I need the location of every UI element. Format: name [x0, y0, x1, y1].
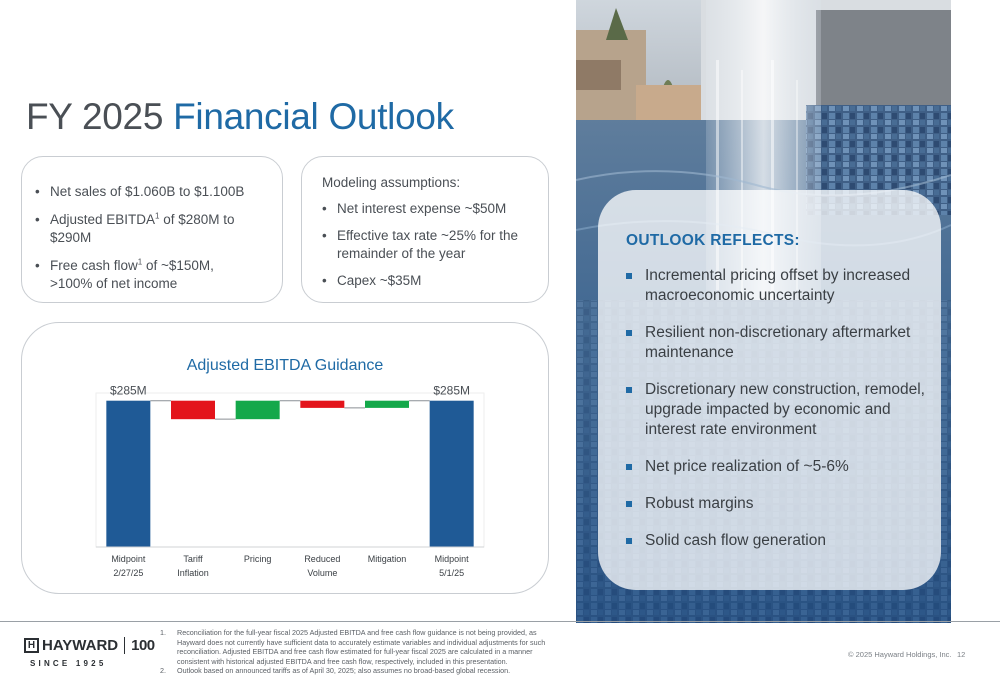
outlook-list: Incremental pricing offset by increased …: [626, 266, 926, 568]
footnote: 2. Outlook based on announced tariffs as…: [160, 666, 560, 676]
outlook-item: Robust margins: [626, 494, 926, 514]
logo-100-mark: 100: [124, 637, 155, 654]
outlook-item: Solid cash flow generation: [626, 531, 926, 551]
waterfall-bar-decrease: [171, 400, 215, 420]
logo-wordmark: H HAYWARD 100: [24, 637, 155, 654]
modeling-list: Net interest expense ~$50M Effective tax…: [322, 200, 537, 299]
guidance-card: Net sales of $1.060B to $1.100B Adjusted…: [21, 156, 283, 303]
category-label: 2/27/25: [113, 568, 143, 578]
footnote-text: Outlook based on announced tariffs as of…: [177, 666, 511, 676]
guidance-item-fcf: Free cash flow1 of ~$150M, >100% of net i…: [35, 257, 275, 293]
waterfall-bar-increase: [235, 400, 280, 420]
category-label: Midpoint: [435, 554, 470, 564]
data-label: $285M: [110, 384, 147, 398]
data-label: $285M: [433, 384, 470, 398]
chart-card: Adjusted EBITDA Guidance $285M Midpoint 2/…: [21, 322, 549, 594]
guidance-item-net-sales: Net sales of $1.060B to $1.100B: [35, 183, 275, 201]
ebitda-waterfall-chart: $285M Midpoint 2/27/25 Tariff Inflation Prici…: [95, 384, 485, 578]
guidance-item-text: Adjusted EBITDA: [50, 212, 156, 227]
modeling-card: Modeling assumptions: Net interest expen…: [301, 156, 549, 303]
waterfall-bar-decrease: [300, 400, 345, 408]
outlook-heading: OUTLOOK REFLECTS:: [626, 232, 800, 249]
outlook-item: Resilient non-discretionary aftermarket …: [626, 323, 926, 363]
outlook-item: Net price realization of ~5-6%: [626, 457, 926, 477]
guidance-item-text: >100% of net income: [50, 276, 178, 291]
guidance-item-text: of $280M to $290M: [50, 212, 235, 245]
footnote: 1. Reconciliation for the full-year fisc…: [160, 628, 560, 666]
plot-area: [95, 392, 485, 548]
footnote-text: Reconciliation for the full-year fiscal …: [177, 628, 546, 666]
footnote-number: 2.: [160, 666, 166, 676]
category-label: 5/1/25: [439, 568, 464, 578]
guidance-list: Net sales of $1.060B to $1.100B Adjusted…: [35, 183, 275, 303]
outlook-panel: OUTLOOK REFLECTS: Incremental pricing of…: [598, 190, 941, 590]
copyright: © 2025 Hayward Holdings, Inc.: [848, 650, 952, 659]
page-number: 12: [957, 650, 966, 659]
title-emphasis: Financial Outlook: [173, 96, 454, 137]
modeling-item: Capex ~$35M: [322, 272, 537, 290]
hayward-logo: H HAYWARD 100 SINCE 1925: [24, 637, 155, 668]
guidance-item-text: Free cash flow: [50, 258, 138, 273]
logo-since: SINCE 1925: [30, 659, 107, 668]
title-prefix: FY 2025: [26, 96, 164, 137]
outlook-item: Incremental pricing offset by increased …: [626, 266, 926, 306]
logo-name: HAYWARD: [42, 637, 119, 654]
footnote-number: 1.: [160, 628, 166, 637]
modeling-item: Net interest expense ~$50M: [322, 200, 537, 218]
waterfall-bar-total: [106, 400, 151, 547]
category-label: Tariff: [183, 554, 203, 564]
category-label: Inflation: [177, 568, 209, 578]
guidance-item-text: Net sales of $1.060B to $1.100B: [50, 184, 245, 199]
outlook-item: Discretionary new construction, remodel,…: [626, 380, 926, 440]
category-label: Midpoint: [111, 554, 146, 564]
category-label: Volume: [307, 568, 337, 578]
modeling-heading: Modeling assumptions:: [322, 175, 461, 190]
chart-title: Adjusted EBITDA Guidance: [186, 357, 384, 374]
logo-h-icon: H: [24, 638, 39, 653]
waterfall-bar-increase: [365, 400, 409, 408]
guidance-item-ebitda: Adjusted EBITDA1 of $280M to $290M: [35, 211, 275, 247]
guidance-item-text: of ~$150M,: [142, 258, 214, 273]
modeling-item: Effective tax rate ~25% for the remainde…: [322, 227, 537, 263]
footnote-marker: 1: [155, 211, 160, 221]
category-label: Pricing: [244, 554, 272, 564]
waterfall-bar-total: [429, 400, 474, 547]
footer-divider: [0, 621, 1000, 622]
page-title: FY 2025 Financial Outlook: [26, 96, 454, 138]
category-label: Mitigation: [368, 554, 407, 564]
category-label: Reduced: [304, 554, 340, 564]
footnote-marker: 1: [137, 257, 143, 267]
footnotes: 1. Reconciliation for the full-year fisc…: [160, 628, 560, 676]
